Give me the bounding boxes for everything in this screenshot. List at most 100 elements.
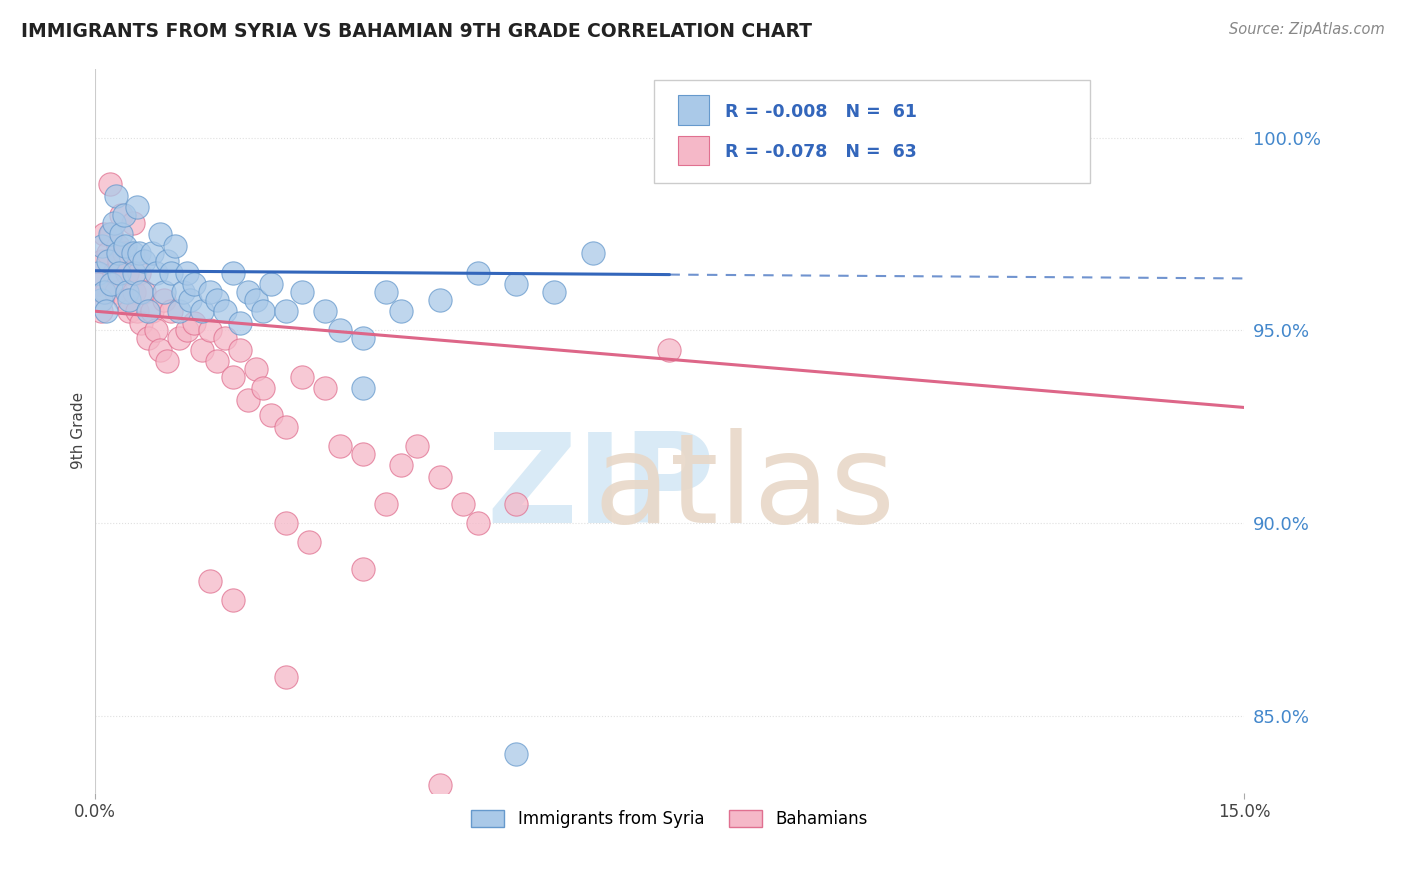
Text: R = -0.078   N =  63: R = -0.078 N = 63 — [725, 143, 917, 161]
Point — [172, 285, 194, 299]
Point — [160, 266, 183, 280]
Point — [214, 304, 236, 318]
Point — [221, 266, 243, 280]
Point — [98, 177, 121, 191]
Point — [176, 323, 198, 337]
Point — [124, 285, 146, 299]
Point — [112, 208, 135, 222]
Point — [451, 497, 474, 511]
Point — [149, 227, 172, 241]
Point — [114, 293, 136, 307]
Point — [134, 285, 156, 299]
Point — [214, 331, 236, 345]
Point — [198, 285, 221, 299]
Point — [156, 354, 179, 368]
Point — [298, 535, 321, 549]
Point — [129, 285, 152, 299]
Point — [115, 266, 138, 280]
Point — [198, 574, 221, 588]
Point — [141, 304, 163, 318]
Point — [165, 238, 187, 252]
Point — [205, 354, 228, 368]
Point — [276, 304, 298, 318]
Point — [252, 304, 274, 318]
Point — [122, 246, 145, 260]
Point — [98, 227, 121, 241]
Point — [252, 381, 274, 395]
Point — [191, 343, 214, 357]
Point — [582, 246, 605, 260]
Point — [107, 246, 129, 260]
Point — [156, 254, 179, 268]
Point — [505, 747, 527, 761]
Point — [152, 285, 174, 299]
Point — [374, 285, 396, 299]
Point — [90, 293, 112, 307]
Point — [118, 304, 141, 318]
Point — [136, 304, 159, 318]
Point — [314, 381, 336, 395]
Point — [467, 516, 489, 530]
Text: IMMIGRANTS FROM SYRIA VS BAHAMIAN 9TH GRADE CORRELATION CHART: IMMIGRANTS FROM SYRIA VS BAHAMIAN 9TH GR… — [21, 22, 813, 41]
Text: ZIP: ZIP — [486, 428, 714, 549]
Point — [110, 227, 132, 241]
Point — [145, 323, 167, 337]
Point — [543, 285, 565, 299]
Point — [125, 304, 148, 318]
Point — [110, 208, 132, 222]
Point — [236, 285, 259, 299]
Point — [183, 316, 205, 330]
Point — [221, 593, 243, 607]
Point — [658, 343, 681, 357]
Point — [429, 470, 451, 484]
Point — [352, 331, 374, 345]
Point — [429, 293, 451, 307]
Point — [352, 562, 374, 576]
Point — [467, 266, 489, 280]
Point — [108, 266, 131, 280]
Point — [374, 497, 396, 511]
Point — [141, 246, 163, 260]
Point — [314, 304, 336, 318]
Point — [94, 304, 117, 318]
Point — [100, 277, 122, 292]
Point — [290, 369, 312, 384]
Point — [429, 778, 451, 792]
Point — [134, 254, 156, 268]
Point — [124, 266, 146, 280]
Point — [260, 277, 283, 292]
Point — [128, 266, 150, 280]
Point — [115, 285, 138, 299]
Point — [118, 293, 141, 307]
Point — [93, 227, 115, 241]
Point — [136, 331, 159, 345]
Point — [167, 304, 190, 318]
Point — [183, 277, 205, 292]
Point — [90, 304, 112, 318]
Legend: Immigrants from Syria, Bahamians: Immigrants from Syria, Bahamians — [464, 804, 875, 835]
Point — [91, 254, 114, 268]
Y-axis label: 9th Grade: 9th Grade — [72, 392, 86, 469]
Point — [198, 323, 221, 337]
Point — [276, 516, 298, 530]
Point — [245, 362, 267, 376]
Point — [389, 304, 412, 318]
Point — [160, 304, 183, 318]
Point — [505, 497, 527, 511]
Point — [103, 216, 125, 230]
Point — [221, 369, 243, 384]
Point — [329, 439, 352, 453]
Point — [352, 447, 374, 461]
Point — [179, 293, 201, 307]
Point — [290, 285, 312, 299]
Point — [145, 266, 167, 280]
Point — [276, 670, 298, 684]
Point — [112, 246, 135, 260]
Point — [329, 323, 352, 337]
Point — [103, 266, 125, 280]
Point — [205, 293, 228, 307]
Point — [105, 285, 128, 299]
Point — [93, 285, 115, 299]
Point — [191, 304, 214, 318]
Point — [245, 293, 267, 307]
